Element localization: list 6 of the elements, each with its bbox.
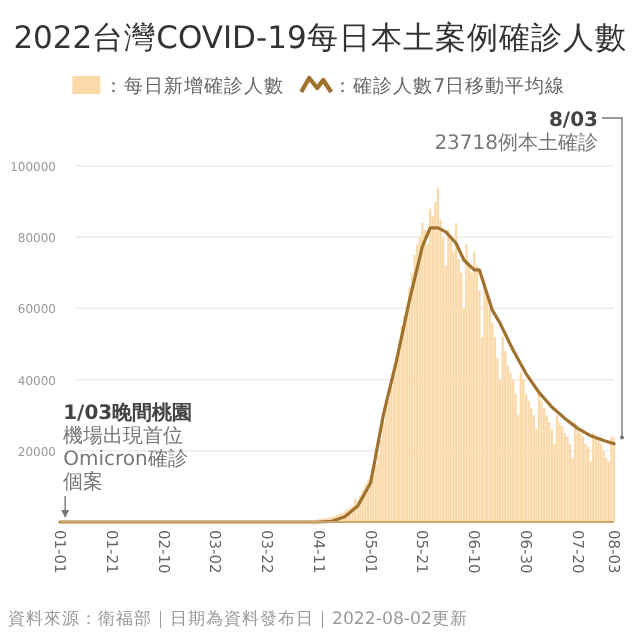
annotation: 8/03 23718例本土確診 bbox=[434, 110, 599, 155]
source-note: 資料來源：衛福部｜日期為資料發布日｜2022-08-02更新 bbox=[8, 608, 468, 630]
chart-title: 2022台灣COVID-19每日本土案例確診人數 bbox=[13, 20, 627, 56]
legend-label: ：確診人數7日移動平均線 bbox=[333, 74, 566, 98]
annotation: 1/03晚間桃園機場出現首位Omicron確診個案 bbox=[63, 401, 193, 494]
legend-label: ：每日新增確診人數 bbox=[104, 74, 285, 98]
